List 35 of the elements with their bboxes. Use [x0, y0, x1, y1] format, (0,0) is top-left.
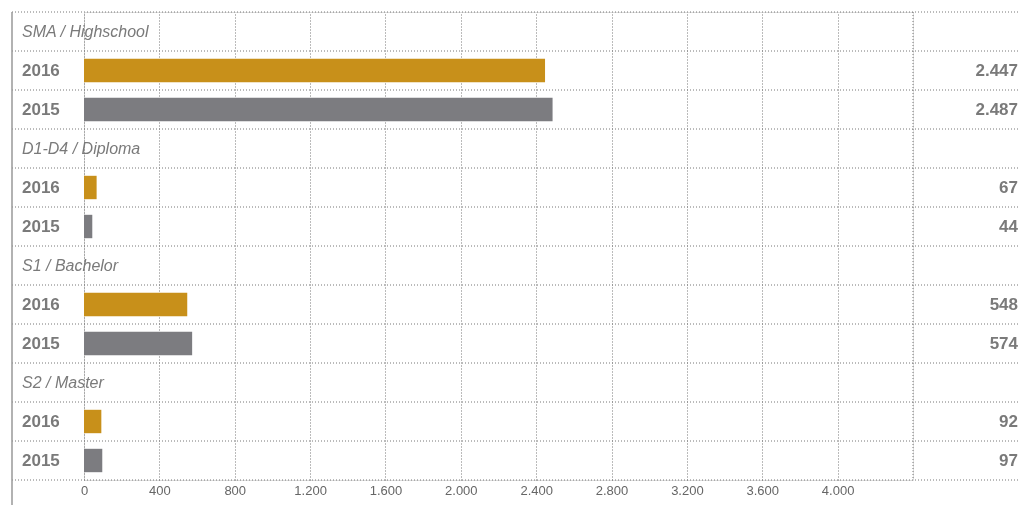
y-tick-label: S2 / Master: [22, 373, 105, 391]
bar: [84, 58, 546, 83]
bar: [84, 175, 97, 200]
bar: [84, 409, 102, 434]
x-tick-label: 3.600: [746, 482, 780, 498]
data-label: 2.447: [975, 60, 1018, 80]
y-tick-label: 2016: [22, 60, 60, 80]
y-tick-label: D1-D4 / Diploma: [22, 139, 141, 157]
data-label: 67: [999, 177, 1018, 197]
data-label: 92: [999, 411, 1018, 431]
bar: [84, 292, 188, 317]
x-tick-label: 400: [149, 482, 171, 498]
x-tick-label: 3.200: [671, 482, 704, 498]
y-tick-label: 2015: [22, 99, 60, 119]
y-tick-label: 2015: [22, 216, 60, 236]
data-label: 574: [989, 333, 1019, 353]
x-tick-label: 2.000: [445, 482, 478, 498]
x-tick-label: 0: [80, 482, 89, 498]
x-tick-label: 1.600: [369, 482, 403, 498]
data-label: 97: [999, 450, 1018, 470]
data-label: 2.487: [975, 99, 1018, 119]
y-tick-label: 2016: [22, 294, 60, 314]
y-tick-label: S1 / Bachelor: [22, 256, 119, 274]
y-tick-label: SMA / Highschool: [22, 22, 150, 40]
x-tick-label: 800: [224, 482, 247, 498]
x-tick-label: 4.000: [821, 482, 855, 498]
x-tick-label: 2.800: [595, 482, 629, 498]
y-tick-label: 2015: [22, 333, 60, 353]
data-label: 548: [989, 294, 1018, 314]
data-label: 44: [999, 216, 1019, 236]
x-tick-label: 2.400: [520, 482, 553, 498]
y-tick-label: 2016: [22, 411, 60, 431]
y-tick-label: 2016: [22, 177, 60, 197]
x-tick-label: 1.200: [294, 482, 327, 498]
y-tick-label: 2015: [22, 450, 60, 470]
